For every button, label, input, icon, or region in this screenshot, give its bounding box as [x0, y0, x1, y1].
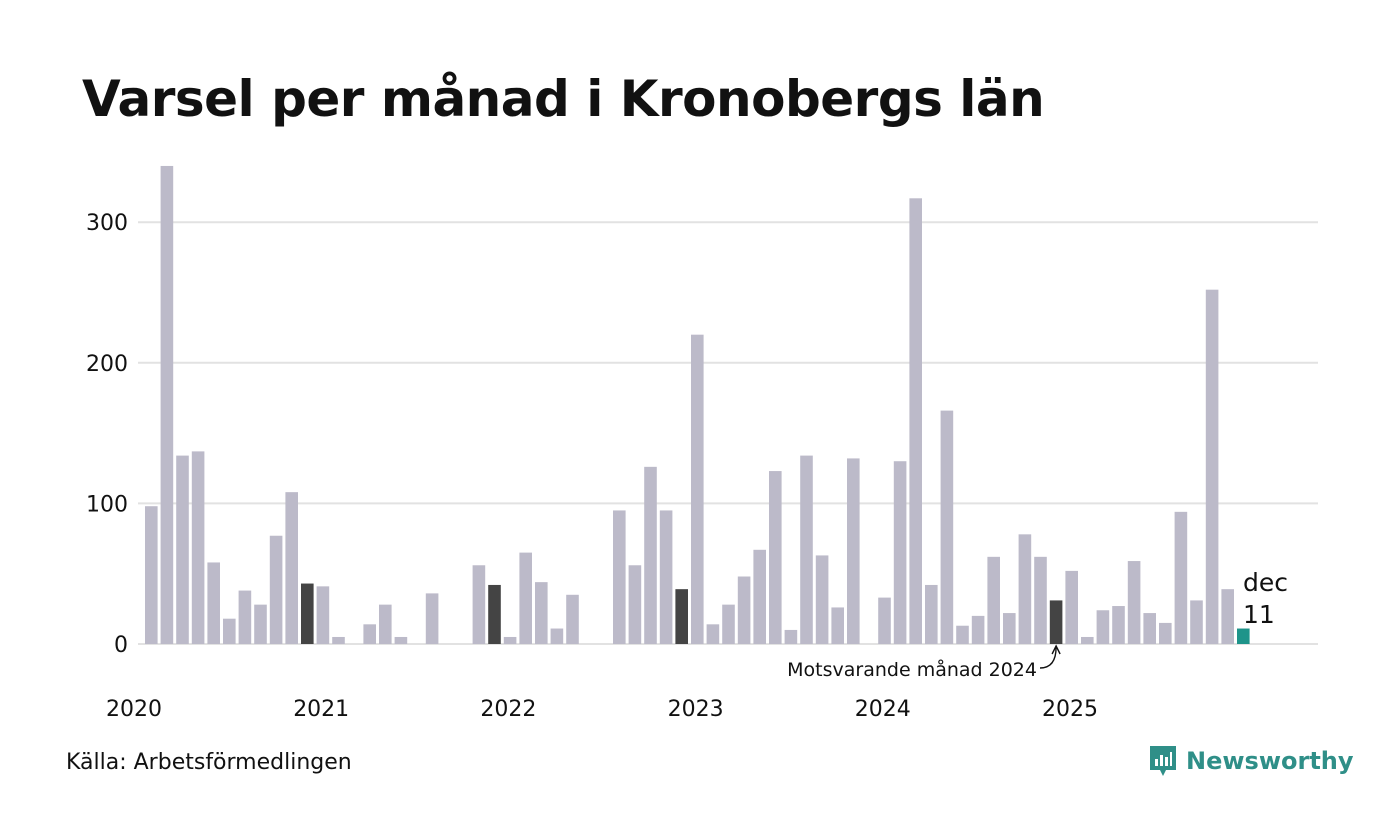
bar[interactable] [971, 615, 985, 644]
annotation: dec 11 Motsvarande månad 2024 [787, 568, 1288, 681]
bar[interactable] [472, 565, 486, 644]
gridlines [138, 221, 1318, 645]
latest-value-label: 11 [1243, 600, 1275, 629]
newsworthy-logo-icon [1150, 746, 1176, 776]
bar[interactable] [925, 584, 938, 644]
bar[interactable] [566, 594, 579, 644]
bar-latest[interactable] [1237, 628, 1250, 644]
bar[interactable] [1174, 511, 1188, 644]
brand-logo[interactable]: Newsworthy [1148, 744, 1354, 778]
bar[interactable] [269, 535, 283, 644]
x-tick-label: 2023 [668, 697, 724, 722]
bar[interactable] [1096, 610, 1110, 644]
bar[interactable] [176, 455, 189, 644]
bar[interactable] [847, 458, 860, 644]
bar[interactable] [285, 492, 298, 644]
chart-title: Varsel per månad i Kronobergs län [82, 70, 1045, 128]
bar[interactable] [893, 461, 907, 644]
x-tick-label: 2021 [293, 697, 349, 722]
bars [145, 165, 1250, 644]
bar[interactable] [535, 582, 548, 644]
bar-chart: 0 100 200 300 2020 2021 2022 2023 2024 2025 dec 1… [86, 165, 1318, 722]
bar[interactable] [1127, 561, 1141, 644]
bar[interactable] [815, 555, 829, 644]
bar[interactable] [987, 556, 1000, 644]
bar[interactable] [301, 583, 314, 644]
bar[interactable] [831, 607, 844, 644]
bar[interactable] [1205, 289, 1219, 644]
bar[interactable] [238, 590, 252, 644]
y-axis: 0 100 200 300 [86, 211, 128, 658]
bar[interactable] [145, 506, 158, 644]
bar[interactable] [706, 624, 720, 644]
bar[interactable] [1112, 606, 1125, 644]
bar[interactable] [1143, 613, 1156, 644]
y-tick-label: 100 [86, 492, 128, 517]
bar[interactable] [1003, 613, 1016, 644]
bar[interactable] [769, 471, 782, 644]
y-tick-label: 200 [86, 352, 128, 377]
bar[interactable] [503, 636, 517, 644]
y-tick-label: 0 [114, 633, 128, 658]
bar[interactable] [956, 625, 969, 644]
bar[interactable] [363, 624, 376, 644]
bar[interactable] [753, 549, 766, 644]
bar[interactable] [1159, 622, 1172, 644]
bar[interactable] [940, 410, 954, 644]
bar[interactable] [1065, 570, 1078, 644]
bar[interactable] [1221, 589, 1234, 644]
source-note: Källa: Arbetsförmedlingen [66, 750, 352, 775]
bar[interactable] [675, 589, 688, 644]
bar[interactable] [1018, 534, 1032, 644]
y-tick-label: 300 [86, 211, 128, 236]
bar[interactable] [1034, 556, 1047, 644]
bar[interactable] [223, 618, 236, 644]
x-tick-label: 2025 [1042, 697, 1098, 722]
bar[interactable] [254, 604, 267, 644]
bar[interactable] [878, 597, 891, 644]
bar[interactable] [628, 565, 642, 644]
bar[interactable] [425, 593, 439, 644]
x-tick-label: 2024 [855, 697, 911, 722]
bar[interactable] [394, 636, 408, 644]
bar[interactable] [909, 198, 922, 644]
bar[interactable] [1049, 600, 1063, 644]
bar[interactable] [191, 451, 205, 644]
bar[interactable] [379, 604, 392, 644]
bar[interactable] [691, 334, 704, 644]
bar[interactable] [659, 510, 673, 644]
bar[interactable] [550, 628, 564, 644]
x-axis: 2020 2021 2022 2023 2024 2025 [106, 697, 1098, 722]
bar[interactable] [160, 165, 174, 644]
bar[interactable] [644, 466, 657, 644]
x-tick-label: 2022 [480, 697, 536, 722]
latest-month-label: dec [1243, 568, 1288, 597]
annotation-arrow [1039, 646, 1057, 669]
bar[interactable] [488, 584, 501, 644]
bar[interactable] [207, 562, 220, 644]
bar[interactable] [519, 552, 532, 644]
bar[interactable] [1190, 600, 1203, 644]
annotation-text: Motsvarande månad 2024 [787, 658, 1037, 681]
bar[interactable] [800, 455, 813, 644]
bar[interactable] [737, 576, 751, 644]
bar[interactable] [784, 629, 798, 644]
bar[interactable] [613, 510, 626, 644]
x-tick-label: 2020 [106, 697, 162, 722]
bar[interactable] [722, 604, 735, 644]
annotation-arrowhead [1051, 644, 1061, 655]
bar[interactable] [332, 636, 345, 644]
bar[interactable] [1081, 636, 1094, 644]
brand-name: Newsworthy [1186, 747, 1354, 775]
bar[interactable] [316, 586, 330, 644]
